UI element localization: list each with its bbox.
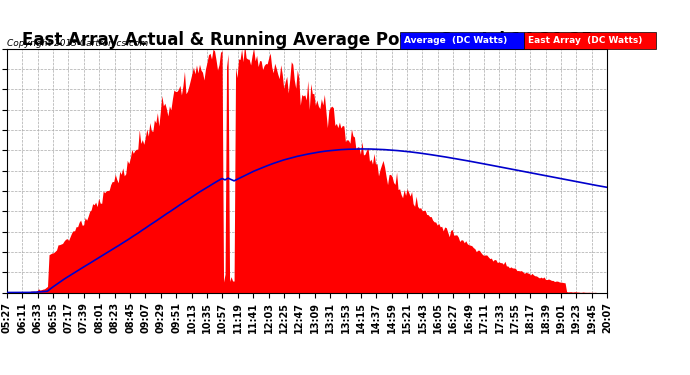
Text: Copyright 2013 Cartronics.com: Copyright 2013 Cartronics.com (7, 39, 148, 48)
Text: Average  (DC Watts): Average (DC Watts) (404, 36, 507, 45)
Title: East Array Actual & Running Average Power Sun Jul 14 20:25: East Array Actual & Running Average Powe… (22, 31, 592, 49)
Text: East Array  (DC Watts): East Array (DC Watts) (528, 36, 642, 45)
